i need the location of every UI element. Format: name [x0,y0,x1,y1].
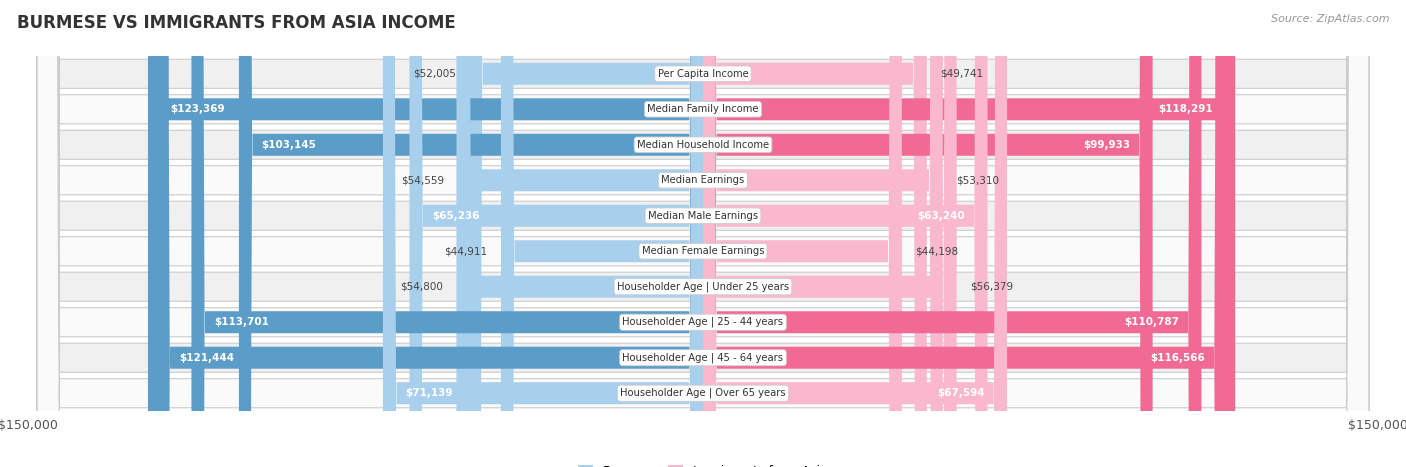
Text: Median Female Earnings: Median Female Earnings [641,246,765,256]
FancyBboxPatch shape [37,0,1369,467]
Text: $113,701: $113,701 [214,317,269,327]
FancyBboxPatch shape [409,0,703,467]
Text: $116,566: $116,566 [1150,353,1205,363]
FancyBboxPatch shape [37,0,1369,467]
Text: $49,741: $49,741 [941,69,983,79]
Text: Householder Age | Over 65 years: Householder Age | Over 65 years [620,388,786,398]
FancyBboxPatch shape [703,0,1227,467]
Text: $110,787: $110,787 [1123,317,1180,327]
Text: $123,369: $123,369 [170,104,225,114]
FancyBboxPatch shape [501,0,703,467]
FancyBboxPatch shape [703,0,987,467]
Text: Median Household Income: Median Household Income [637,140,769,150]
Text: $44,911: $44,911 [444,246,488,256]
FancyBboxPatch shape [703,0,901,467]
FancyBboxPatch shape [703,0,1236,467]
Text: $121,444: $121,444 [179,353,235,363]
Text: Median Male Earnings: Median Male Earnings [648,211,758,221]
Text: $52,005: $52,005 [412,69,456,79]
Text: Median Earnings: Median Earnings [661,175,745,185]
Text: $44,198: $44,198 [915,246,959,256]
FancyBboxPatch shape [703,0,1007,467]
FancyBboxPatch shape [37,0,1369,467]
Text: $63,240: $63,240 [917,211,965,221]
Text: $67,594: $67,594 [936,388,984,398]
Text: Householder Age | 25 - 44 years: Householder Age | 25 - 44 years [623,317,783,327]
FancyBboxPatch shape [37,0,1369,467]
Text: $56,379: $56,379 [970,282,1014,292]
Text: Householder Age | 45 - 64 years: Householder Age | 45 - 64 years [623,353,783,363]
Text: $65,236: $65,236 [432,211,479,221]
FancyBboxPatch shape [191,0,703,467]
FancyBboxPatch shape [37,0,1369,467]
FancyBboxPatch shape [703,0,956,467]
FancyBboxPatch shape [470,0,703,467]
Text: $118,291: $118,291 [1159,104,1213,114]
FancyBboxPatch shape [148,0,703,467]
FancyBboxPatch shape [37,0,1369,467]
Text: Source: ZipAtlas.com: Source: ZipAtlas.com [1271,14,1389,24]
FancyBboxPatch shape [37,0,1369,467]
Text: $54,800: $54,800 [401,282,443,292]
FancyBboxPatch shape [703,0,1202,467]
Text: $103,145: $103,145 [262,140,316,150]
FancyBboxPatch shape [457,0,703,467]
Legend: Burmese, Immigrants from Asia: Burmese, Immigrants from Asia [572,460,834,467]
Text: Per Capita Income: Per Capita Income [658,69,748,79]
Text: BURMESE VS IMMIGRANTS FROM ASIA INCOME: BURMESE VS IMMIGRANTS FROM ASIA INCOME [17,14,456,32]
FancyBboxPatch shape [382,0,703,467]
FancyBboxPatch shape [156,0,703,467]
Text: $53,310: $53,310 [956,175,1000,185]
Text: $71,139: $71,139 [405,388,453,398]
FancyBboxPatch shape [239,0,703,467]
Text: $54,559: $54,559 [401,175,444,185]
FancyBboxPatch shape [37,0,1369,467]
Text: Median Family Income: Median Family Income [647,104,759,114]
FancyBboxPatch shape [457,0,703,467]
FancyBboxPatch shape [703,0,943,467]
FancyBboxPatch shape [703,0,1153,467]
FancyBboxPatch shape [37,0,1369,467]
Text: Householder Age | Under 25 years: Householder Age | Under 25 years [617,282,789,292]
FancyBboxPatch shape [703,0,927,467]
FancyBboxPatch shape [37,0,1369,467]
Text: $99,933: $99,933 [1083,140,1130,150]
